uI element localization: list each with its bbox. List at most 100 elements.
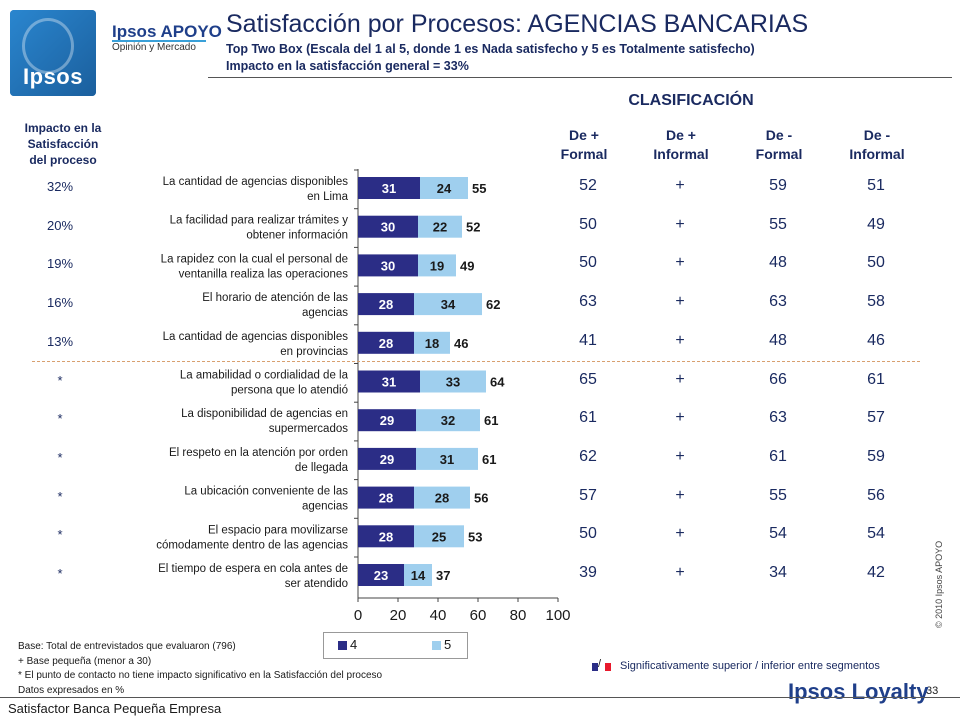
impact-header-line: del proceso: [29, 153, 97, 167]
bar-segment-5: [414, 293, 482, 316]
classification-value: 54: [867, 525, 885, 543]
classification-value: 54: [769, 525, 787, 543]
classification-value: +: [675, 215, 685, 233]
impact-value: 20%: [46, 217, 74, 233]
impact-header-line: Satisfacción: [27, 137, 99, 151]
legend-swatch-5: [432, 641, 441, 650]
category-label-line2: supermercados: [269, 423, 349, 435]
impact-note: Impacto en la satisfacción general = 33%: [226, 59, 469, 73]
brand-subtitle: Opinión y Mercado: [112, 42, 196, 53]
classification-value: +: [675, 409, 685, 427]
category-label-line2: agencias: [302, 307, 348, 319]
bar-segment-5: [414, 331, 450, 354]
classification-value: +: [675, 564, 685, 581]
legend-label-5: 5: [444, 637, 452, 652]
brand-underline: [112, 40, 206, 42]
category-label-line2: persona que lo atendió: [231, 385, 348, 397]
bar-segment-5: [416, 409, 480, 432]
classification-value: 52: [579, 177, 597, 194]
bar-label-4: 30: [381, 220, 395, 235]
classification-value: 58: [867, 293, 885, 311]
classification-value: +: [675, 293, 685, 311]
bar-total-label: 61: [484, 413, 498, 428]
classification-value: 46: [867, 331, 885, 349]
classification-value: 57: [579, 486, 597, 504]
title-divider: [208, 77, 952, 78]
bar-segment-4: [358, 564, 404, 586]
bar-total-label: 53: [468, 529, 482, 544]
legend-swatch-4: [338, 641, 347, 650]
impact-value: 19%: [46, 256, 74, 272]
bar-segment-5: [420, 370, 486, 393]
impact-value: *: [57, 566, 63, 581]
bar-segment-5: [404, 564, 432, 586]
x-tick-label: 60: [470, 607, 487, 624]
classification-value: 63: [769, 409, 787, 427]
impact-value: 16%: [46, 295, 74, 311]
column-header-line2: Formal: [560, 146, 608, 162]
classification-value: 63: [579, 293, 597, 311]
x-tick-label: 20: [390, 607, 407, 624]
classification-value: 50: [579, 254, 597, 272]
classification-value: +: [675, 525, 685, 543]
bar-label-4: 29: [380, 413, 394, 428]
classification-value: 42: [867, 564, 885, 581]
bar-segment-5: [414, 486, 470, 509]
bar-label-4: 28: [379, 529, 393, 544]
category-label-line1: La ubicación conveniente de las: [184, 486, 348, 498]
classification-value: 59: [867, 447, 885, 465]
page-title: Satisfacción por Procesos: AGENCIAS BANC…: [226, 10, 809, 38]
copyright: © 2010 Ipsos APOYO: [934, 540, 944, 628]
bar-total-label: 56: [474, 491, 488, 506]
bar-segment-5: [416, 447, 478, 470]
bar-segment-4: [358, 177, 420, 199]
ipsos-loyalty-logo: Ipsos Loyalty: [788, 679, 929, 704]
chart-legend: 4 5: [323, 632, 468, 659]
bar-label-5: 32: [441, 413, 455, 428]
bar-total-label: 62: [486, 297, 500, 312]
bar-segment-4: [358, 293, 414, 316]
classification-value: +: [675, 331, 685, 349]
bar-total-label: 55: [472, 181, 486, 196]
classification-value: 48: [769, 254, 787, 272]
bar-label-5: 25: [432, 529, 446, 544]
bar-label-4: 28: [379, 336, 393, 351]
classification-value: +: [675, 486, 685, 504]
significance-divider: [32, 361, 920, 362]
column-header-line1: De +: [569, 127, 599, 143]
footer-divider: [0, 697, 960, 698]
column-header-line1: De -: [863, 127, 891, 143]
x-tick-label: 100: [545, 607, 570, 624]
bar-segment-5: [418, 254, 456, 277]
classification-value: 66: [769, 370, 787, 388]
impact-value: *: [57, 372, 63, 388]
bar-label-5: 19: [430, 258, 444, 273]
impact-value: *: [57, 411, 63, 427]
category-label-line1: El respeto en la atención por orden: [169, 447, 348, 459]
classification-value: +: [675, 370, 685, 388]
footnote: + Base pequeña (menor a 30): [18, 655, 152, 667]
classification-value: 61: [579, 409, 597, 427]
bar-total-label: 46: [454, 336, 468, 351]
bar-label-4: 31: [382, 375, 396, 390]
impact-value: *: [57, 527, 63, 543]
bar-label-4: 23: [374, 568, 388, 583]
category-label-line2: obtener información: [246, 230, 348, 242]
category-label-line2: cómodamente dentro de las agencias: [156, 539, 348, 551]
category-label-line1: La facilidad para realizar trámites y: [170, 215, 349, 227]
column-header-line1: De +: [666, 127, 696, 143]
classification-title: CLASIFICACIÓN: [628, 92, 754, 109]
bar-segment-5: [420, 177, 468, 199]
category-label-line1: El horario de atención de las: [202, 292, 348, 304]
classification-value: 65: [579, 370, 597, 388]
classification-value: 55: [769, 215, 787, 233]
x-tick-label: 40: [430, 607, 447, 624]
bar-segment-4: [358, 370, 420, 393]
significance-superior-swatch: [592, 663, 598, 671]
significance-note: Significativamente superior / inferior e…: [620, 660, 880, 672]
classification-value: 51: [867, 177, 885, 194]
page-subtitle: Top Two Box (Escala del 1 al 5, donde 1 …: [226, 42, 755, 56]
classification-value: 61: [769, 447, 787, 465]
footnote: Base: Total de entrevistados que evaluar…: [18, 641, 236, 652]
